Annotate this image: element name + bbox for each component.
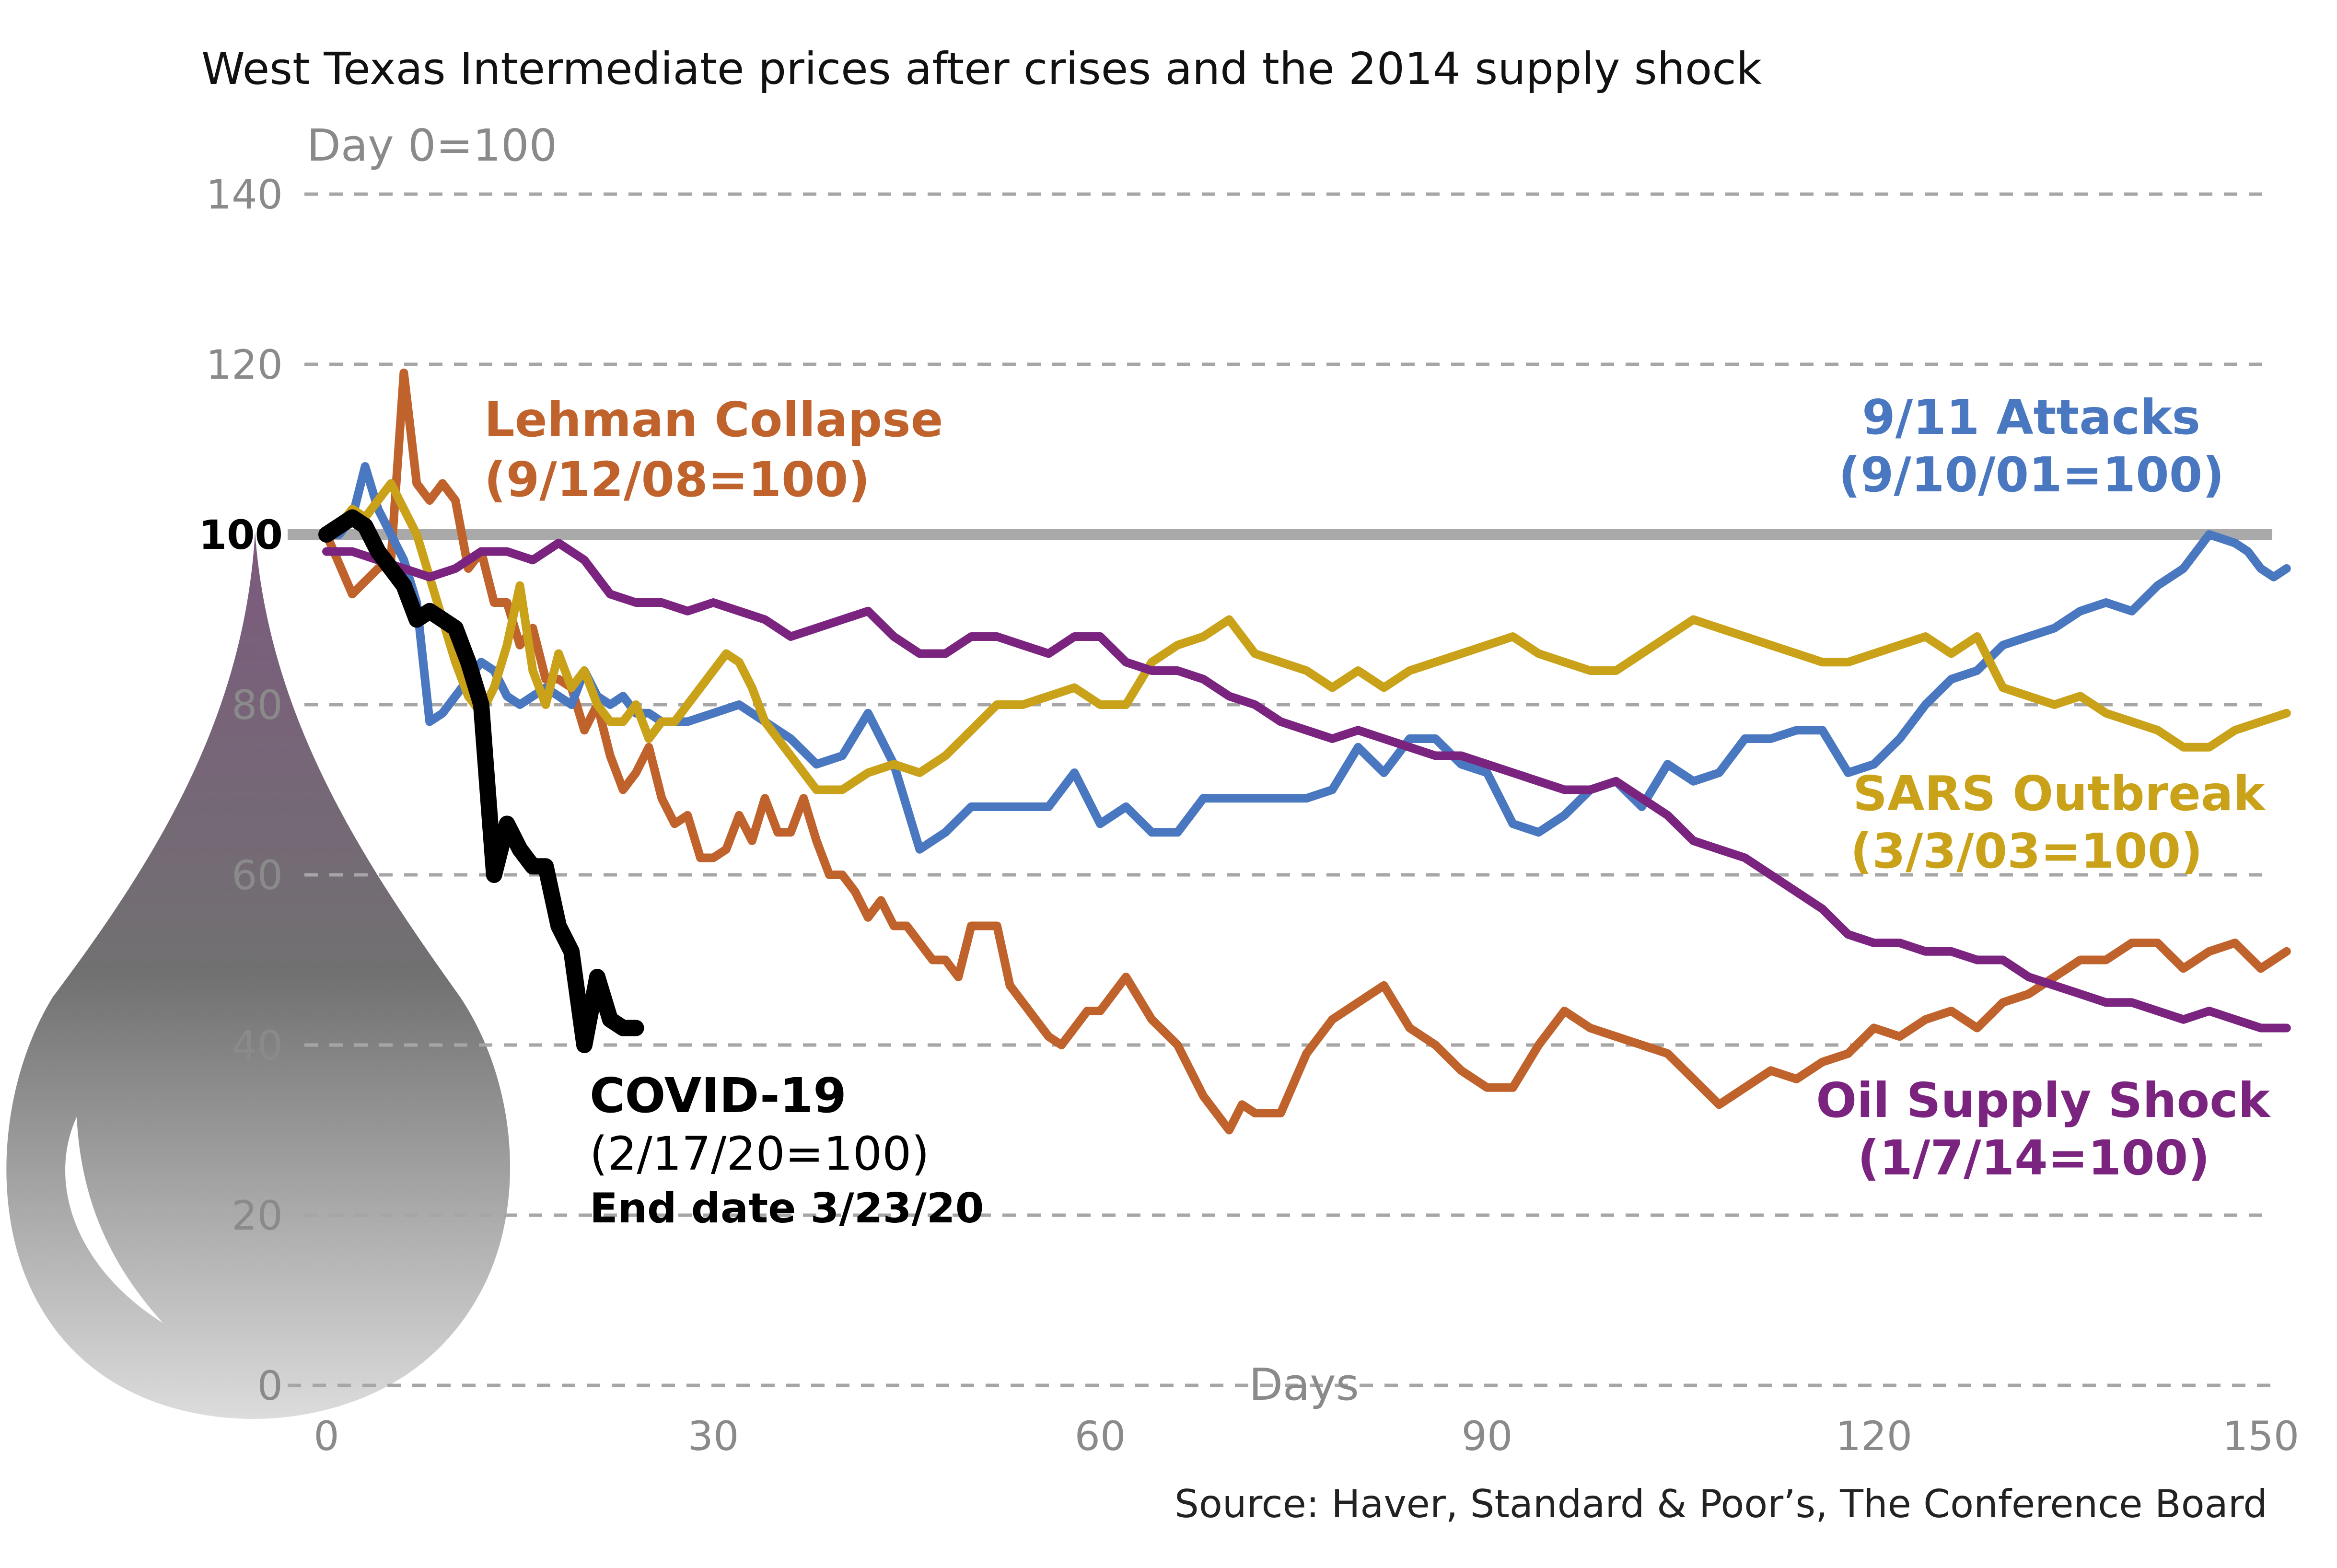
series-line-sars-outbreak: [322, 479, 2291, 794]
label-911: 9/11 Attacks (9/10/01=100): [1838, 389, 2224, 503]
label-sars-date: (3/3/03=100): [1850, 823, 2203, 879]
grid-lines: [288, 192, 2272, 1387]
y-tick-label: 100: [199, 511, 283, 558]
label-oil-supply: Oil Supply Shock (1/7/14=100): [1816, 1072, 2271, 1186]
label-covid-end-date: End date 3/23/20: [590, 1185, 984, 1232]
label-911-date: (9/10/01=100): [1838, 447, 2224, 503]
x-tick-label: 30: [688, 1413, 739, 1460]
label-oil-supply-date: (1/7/14=100): [1858, 1130, 2210, 1186]
label-covid-date: (2/17/20=100): [590, 1127, 930, 1181]
y-axis-ticks: 0 20 40 60 80 100 120 140: [199, 171, 283, 1409]
series-line-lehman-collapse: [322, 368, 2291, 1135]
x-tick-label: 120: [1836, 1413, 1912, 1460]
y-tick-label: 80: [232, 682, 283, 729]
series-line-covid-19: [318, 509, 644, 1053]
label-covid-name: COVID-19: [590, 1068, 847, 1124]
label-lehman-date: (9/12/08=100): [484, 452, 870, 508]
label-sars: SARS Outbreak (3/3/03=100): [1850, 766, 2267, 879]
series-line-9-11-attacks: [322, 462, 2291, 854]
chart-title: West Texas Intermediate prices after cri…: [201, 43, 1762, 94]
x-axis-ticks: 0 30 60 90 120 150: [314, 1413, 2299, 1460]
y-tick-label: 40: [232, 1022, 283, 1069]
y-tick-label: 120: [206, 341, 283, 388]
label-lehman-name: Lehman Collapse: [484, 392, 943, 448]
oil-drop-icon: [6, 532, 511, 1419]
series-lines: [318, 368, 2291, 1135]
y-tick-label: 140: [206, 171, 283, 218]
y-axis-unit-label: Day 0=100: [307, 120, 557, 171]
label-sars-name: SARS Outbreak: [1853, 766, 2266, 822]
label-lehman: Lehman Collapse (9/12/08=100): [484, 392, 943, 508]
label-covid: COVID-19 (2/17/20=100) End date 3/23/20: [590, 1068, 984, 1232]
source-note: Source: Haver, Standard & Poor’s, The Co…: [1174, 1482, 2267, 1526]
x-tick-label: 90: [1462, 1413, 1513, 1460]
x-axis-label: Days: [1249, 1359, 1359, 1410]
y-tick-label: 0: [257, 1362, 283, 1409]
x-tick-label: 60: [1075, 1413, 1126, 1460]
y-tick-label: 20: [232, 1192, 283, 1239]
y-tick-label: 60: [232, 852, 283, 899]
series-line-oil-supply-shock: [322, 538, 2291, 1033]
label-oil-supply-name: Oil Supply Shock: [1816, 1072, 2271, 1128]
x-tick-label: 150: [2222, 1413, 2299, 1460]
label-911-name: 9/11 Attacks: [1862, 389, 2200, 445]
x-tick-label: 0: [314, 1413, 339, 1460]
